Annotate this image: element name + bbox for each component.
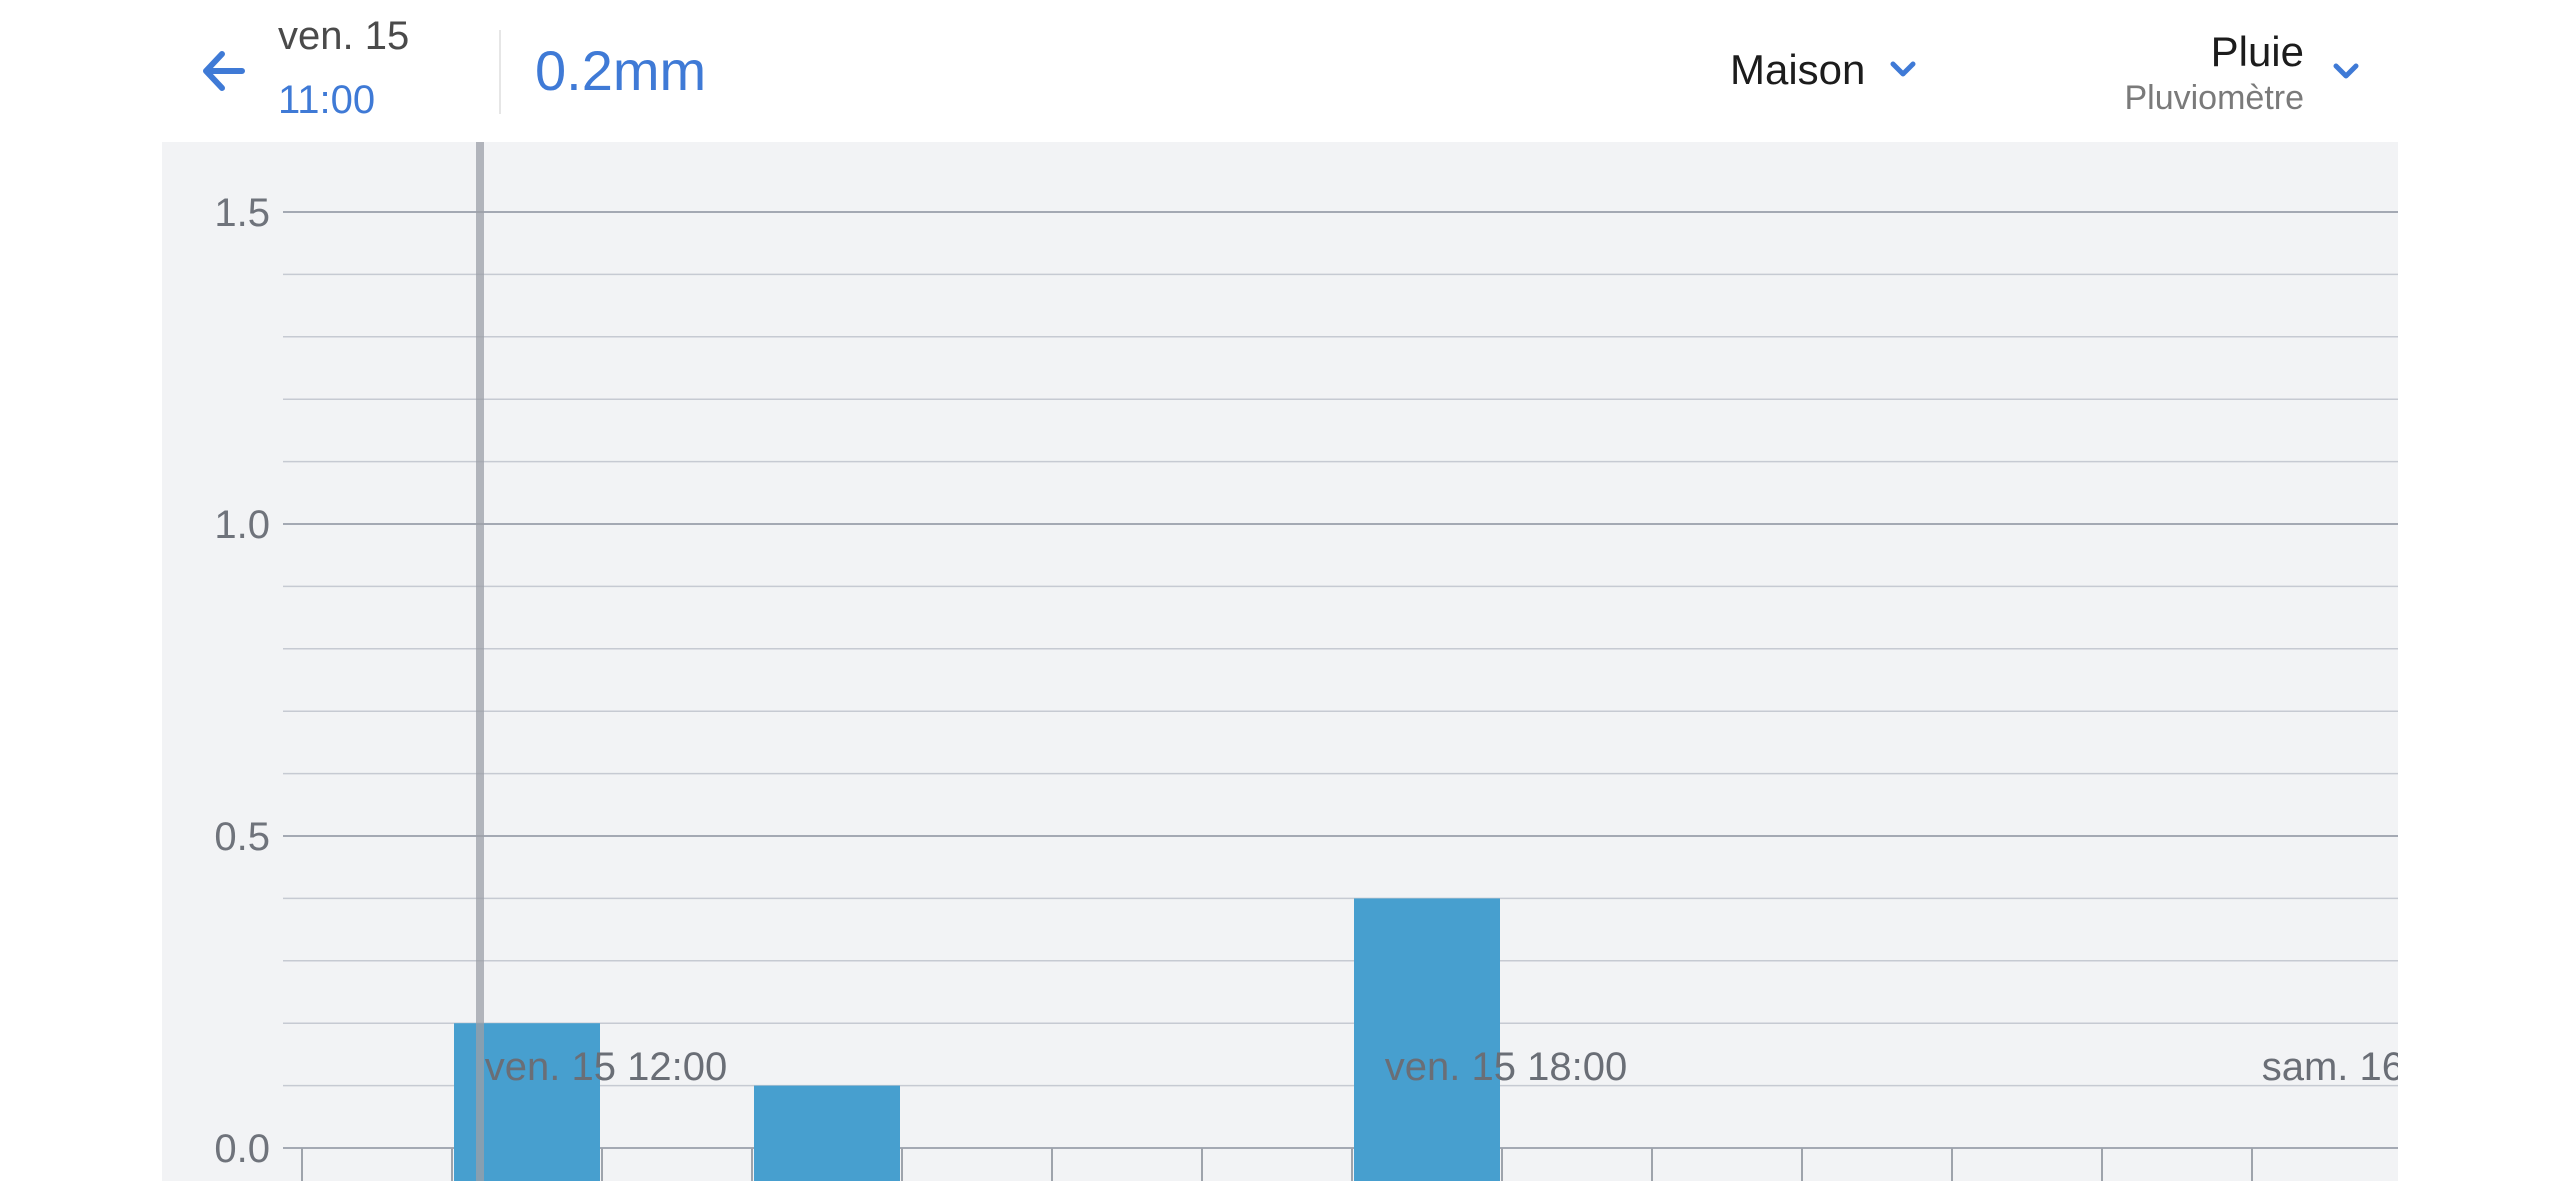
- y-tick-label: 1.5: [214, 191, 270, 235]
- x-tick-label: sam. 16: [2262, 1045, 2398, 1089]
- x-tick-label: ven. 15 12:00: [485, 1045, 727, 1089]
- y-tick-label: 0.0: [214, 1127, 270, 1171]
- x-tick-label: ven. 15 18:00: [1385, 1045, 1627, 1089]
- station-dropdown[interactable]: Maison: [1730, 40, 1921, 100]
- sensor-name: Pluie: [2210, 28, 2304, 75]
- selected-date: ven. 15: [278, 14, 410, 58]
- chevron-down-icon: [2328, 54, 2364, 90]
- header-divider: [499, 30, 501, 114]
- sensor-dropdown[interactable]: Pluie Pluviomètre: [2124, 22, 2364, 122]
- back-button[interactable]: [196, 36, 266, 106]
- station-label: Maison: [1730, 46, 1866, 93]
- y-tick-label: 1.0: [214, 503, 270, 547]
- chevron-down-icon: [1885, 52, 1921, 88]
- selected-time: 11:00: [278, 78, 376, 122]
- rain-bar[interactable]: [754, 1085, 900, 1181]
- rain-chart[interactable]: 0.0 0.5 1.0 1.5 ven. 15 12:00 ven. 15 18:00 sa…: [162, 142, 2398, 1181]
- header-bar: ven. 15 11:00 0.2mm Maison Pluie Pluviom…: [0, 0, 2560, 142]
- chart-canvas[interactable]: 0.0 0.5 1.0 1.5 ven. 15 12:00 ven. 15 18:00 sa…: [162, 142, 2398, 1181]
- sensor-subtitle: Pluviomètre: [2124, 79, 2304, 117]
- value-readout: 0.2mm: [535, 39, 707, 102]
- rain-bar[interactable]: [1354, 898, 1500, 1181]
- arrow-left-icon: [203, 51, 245, 91]
- y-tick-label: 0.5: [214, 815, 270, 859]
